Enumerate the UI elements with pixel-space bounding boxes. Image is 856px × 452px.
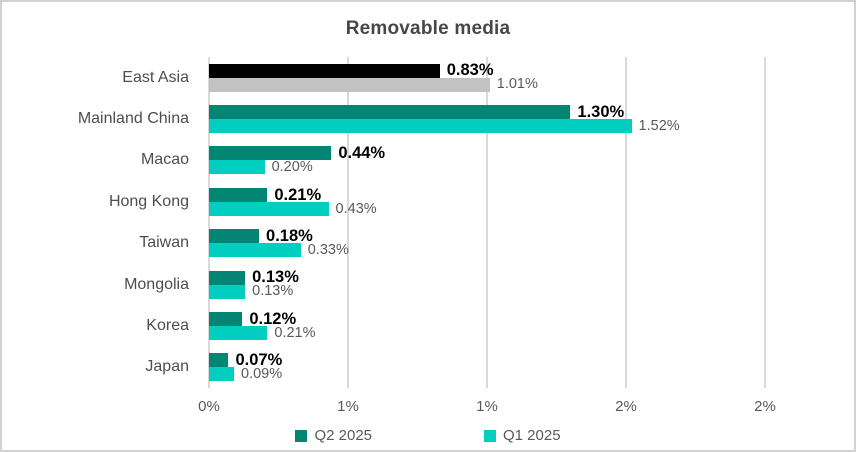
legend-swatch-icon bbox=[484, 429, 496, 442]
bar-q1-2025 bbox=[209, 77, 490, 92]
bar-group: Hong Kong 0.21% 0.43% bbox=[109, 181, 765, 222]
bar-q1-2025 bbox=[209, 243, 301, 258]
bar-q1-2025 bbox=[209, 201, 329, 216]
value-label: 0.18% bbox=[266, 226, 313, 245]
bar-line: 1.01% bbox=[209, 76, 765, 93]
bar-groups: East Asia 0.83% 1.01% Mainland China 1.30% 1.… bbox=[78, 57, 765, 388]
value-label: 1.01% bbox=[496, 76, 538, 93]
bar-q2-2025 bbox=[209, 105, 571, 120]
legend-label: Q2 2025 bbox=[314, 427, 372, 444]
bar-line: 0.20% bbox=[209, 159, 765, 176]
value-label: 0.21% bbox=[274, 324, 316, 341]
bar-line: 0.13% bbox=[209, 268, 765, 287]
bar-group: Japan 0.07% 0.09% bbox=[145, 347, 765, 388]
bar-group: East Asia 0.83% 1.01% bbox=[122, 57, 765, 98]
value-label: 0.44% bbox=[338, 144, 386, 163]
value-label: 1.52% bbox=[638, 117, 680, 134]
bar-group: Macao 0.44% 0.20% bbox=[141, 140, 765, 181]
bar-q1-2025 bbox=[209, 119, 632, 134]
x-tick-label: 2% bbox=[615, 398, 637, 415]
value-label: 0.13% bbox=[252, 268, 299, 287]
gridline bbox=[625, 57, 627, 388]
bar-line: 0.09% bbox=[209, 366, 765, 383]
category-label: Taiwan bbox=[139, 234, 189, 252]
bar-q2-2025 bbox=[209, 187, 268, 202]
legend-label: Q1 2025 bbox=[503, 427, 561, 444]
gridline bbox=[208, 57, 210, 388]
bar-q2-2025 bbox=[209, 353, 229, 368]
x-tick-label: 1% bbox=[337, 398, 359, 415]
value-label: 0.07% bbox=[235, 351, 283, 370]
bar-line: 0.13% bbox=[209, 283, 765, 300]
x-tick-label: 2% bbox=[754, 398, 776, 415]
value-label: 0.43% bbox=[335, 200, 377, 217]
category-label: Japan bbox=[145, 358, 189, 376]
legend: Q2 2025 Q1 2025 bbox=[2, 427, 854, 444]
bar-q2-2025 bbox=[209, 63, 440, 78]
category-label: Mainland China bbox=[77, 110, 189, 128]
bar-q2-2025 bbox=[209, 311, 243, 326]
legend-swatch-icon bbox=[295, 429, 308, 442]
bar-line: 0.83% bbox=[209, 61, 765, 80]
bar-q2-2025 bbox=[209, 270, 246, 285]
category-label: East Asia bbox=[122, 68, 189, 86]
bar-line: 1.30% bbox=[209, 102, 765, 121]
plot-area: East Asia 0.83% 1.01% Mainland China 1.30% 1.… bbox=[78, 57, 766, 388]
value-label: 0.13% bbox=[252, 283, 294, 300]
bar-line: 0.43% bbox=[209, 202, 765, 216]
bar-group: Korea 0.12% 0.21% bbox=[146, 305, 765, 346]
bar-group: Taiwan 0.18% 0.33% bbox=[139, 223, 765, 264]
bar-line: 0.18% bbox=[209, 226, 765, 245]
value-label: 0.21% bbox=[274, 185, 322, 204]
x-tick-label: 1% bbox=[476, 398, 498, 415]
bar-q1-2025 bbox=[209, 367, 235, 382]
value-label: 0.83% bbox=[446, 61, 494, 80]
gridline bbox=[347, 57, 349, 388]
bar-q2-2025 bbox=[209, 229, 260, 244]
category-label: Mongolia bbox=[124, 275, 189, 293]
bar-line: 0.33% bbox=[209, 241, 765, 258]
category-label: Hong Kong bbox=[108, 192, 189, 210]
bar-q2-2025 bbox=[209, 146, 332, 161]
bar-q1-2025 bbox=[209, 160, 265, 175]
bar-group: Mongolia 0.13% 0.13% bbox=[124, 264, 765, 305]
value-label: 0.33% bbox=[307, 241, 349, 258]
bar-line: 0.12% bbox=[209, 309, 765, 328]
value-label: 0.12% bbox=[249, 309, 297, 328]
bar-q1-2025 bbox=[209, 284, 246, 299]
x-tick-label: 0% bbox=[198, 398, 220, 415]
value-label: 0.20% bbox=[271, 159, 313, 176]
value-label: 0.09% bbox=[241, 366, 283, 383]
gridline bbox=[764, 57, 766, 388]
category-label: Korea bbox=[146, 316, 189, 334]
bar-q1-2025 bbox=[209, 325, 268, 340]
bar-group: Mainland China 1.30% 1.52% bbox=[78, 98, 765, 139]
bar-line: 1.52% bbox=[209, 117, 765, 134]
bar-line: 0.21% bbox=[209, 326, 765, 340]
value-label: 1.30% bbox=[577, 102, 625, 121]
bar-line: 0.44% bbox=[209, 144, 765, 163]
x-axis: 0% 1% 1% 2% 2% bbox=[198, 398, 776, 416]
legend-item: Q2 2025 bbox=[295, 427, 372, 444]
legend-item: Q1 2025 bbox=[484, 427, 561, 444]
gridline bbox=[486, 57, 488, 388]
bar-line: 0.07% bbox=[209, 351, 765, 370]
chart-title: Removable media bbox=[345, 18, 511, 39]
bar-line: 0.21% bbox=[209, 185, 765, 204]
category-label: Macao bbox=[140, 151, 189, 169]
